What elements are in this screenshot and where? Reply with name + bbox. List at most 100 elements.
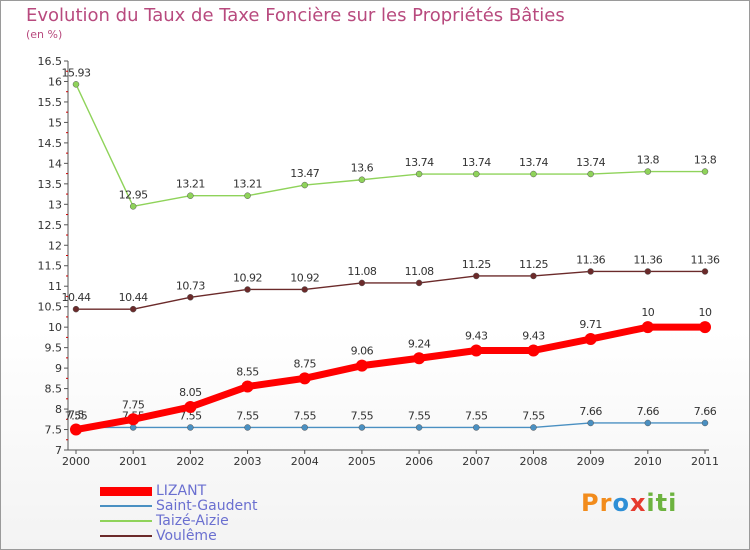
data-point-taiz-aizie (358, 176, 366, 183)
data-label-voul-me: 11.36 (691, 253, 720, 266)
data-point-voul-me (644, 268, 652, 275)
y-tick-label: 16 (48, 75, 62, 88)
data-label-saint-gaudent: 7.55 (408, 409, 431, 422)
data-point-voul-me (72, 305, 80, 313)
y-tick-label: 7.5 (45, 424, 63, 437)
data-label-voul-me: 11.08 (405, 265, 434, 278)
y-tick-label: 14.5 (38, 137, 63, 150)
data-label-saint-gaudent: 7.55 (465, 409, 488, 422)
data-label-saint-gaudent: 7.55 (522, 409, 545, 422)
logo-letter: x (629, 489, 647, 517)
data-label-taiz-aizie: 13.8 (694, 154, 717, 167)
data-point-taiz-aizie (187, 192, 194, 199)
data-point-saint-gaudent (701, 419, 709, 427)
data-point-taiz-aizie (473, 170, 480, 178)
data-label-lizant: 9.71 (579, 318, 602, 331)
legend-swatch-vouleme (100, 535, 152, 537)
series-line-voul-me (76, 270, 705, 310)
data-point-saint-gaudent (187, 424, 194, 431)
data-label-taiz-aizie: 13.6 (351, 162, 374, 175)
data-point-voul-me (129, 305, 137, 313)
y-tick-label: 12.5 (38, 219, 63, 232)
data-point-lizant (699, 321, 711, 334)
data-label-taiz-aizie: 13.21 (233, 178, 262, 191)
data-point-saint-gaudent (587, 419, 594, 427)
data-label-voul-me: 10.73 (176, 279, 205, 292)
data-label-voul-me: 11.25 (462, 258, 491, 271)
data-point-voul-me (587, 268, 594, 275)
data-point-taiz-aizie (129, 203, 137, 210)
y-tick-label: 8 (55, 403, 62, 416)
data-label-voul-me: 11.25 (519, 258, 548, 271)
data-point-voul-me (701, 268, 709, 275)
series-line-taiz-aizie (75, 84, 705, 208)
proxiti-logo: Proxiti (581, 489, 677, 517)
data-point-saint-gaudent (358, 424, 366, 431)
x-tick-label: 2003 (234, 455, 262, 468)
data-point-taiz-aizie (530, 170, 537, 178)
data-point-taiz-aizie (244, 192, 251, 199)
y-tick-label: 15 (48, 116, 62, 129)
x-tick-label: 2007 (462, 455, 490, 468)
data-label-voul-me: 10.44 (119, 291, 148, 304)
data-point-lizant (355, 359, 368, 372)
x-tick-label: 2006 (405, 455, 433, 468)
data-point-voul-me (358, 279, 366, 287)
data-label-saint-gaudent: 7.55 (179, 409, 202, 422)
data-point-lizant (413, 352, 426, 365)
y-tick-label: 13 (48, 198, 62, 211)
legend-label-taize-aizie: Taizé-Aizie (156, 513, 229, 529)
data-point-lizant (470, 344, 483, 357)
data-point-lizant (527, 344, 540, 357)
legend-swatch-saint-gaudent (100, 505, 152, 507)
legend-label-vouleme: Voulême (156, 528, 217, 544)
data-label-voul-me: 11.36 (633, 253, 662, 266)
logo-letter: i (668, 489, 678, 517)
data-label-taiz-aizie: 13.47 (290, 167, 319, 180)
y-tick-label: 12 (48, 239, 62, 252)
y-tick-label: 10.5 (38, 301, 63, 314)
y-tick-label: 10 (48, 321, 62, 334)
data-point-voul-me (415, 279, 423, 287)
data-label-taiz-aizie: 15.93 (62, 66, 91, 79)
data-label-taiz-aizie: 13.74 (576, 156, 605, 169)
data-label-saint-gaudent: 7.66 (694, 405, 717, 418)
data-point-saint-gaudent (473, 424, 480, 431)
data-point-voul-me (301, 286, 308, 293)
x-tick-label: 2005 (348, 455, 376, 468)
data-label-taiz-aizie: 13.8 (637, 154, 660, 167)
data-label-lizant: 8.05 (179, 386, 202, 399)
data-label-saint-gaudent: 7.66 (637, 405, 660, 418)
y-tick-label: 7 (55, 444, 62, 457)
data-label-saint-gaudent: 7.55 (236, 409, 259, 422)
legend-label-saint-gaudent: Saint-Gaudent (156, 498, 258, 514)
data-label-lizant: 9.43 (465, 329, 488, 342)
logo-letter: o (612, 489, 630, 517)
data-point-taiz-aizie (587, 170, 594, 178)
data-label-taiz-aizie: 13.74 (405, 156, 434, 169)
data-label-voul-me: 10.92 (233, 271, 262, 284)
data-point-voul-me (473, 272, 480, 280)
data-point-saint-gaudent (129, 424, 137, 431)
data-label-taiz-aizie: 13.74 (462, 156, 491, 169)
data-point-saint-gaudent (644, 419, 652, 427)
data-label-taiz-aizie: 12.95 (119, 188, 148, 201)
y-tick-label: 13.5 (38, 178, 63, 191)
data-label-saint-gaudent: 7.55 (65, 409, 88, 422)
legend-swatch-lizant (100, 487, 152, 496)
data-point-saint-gaudent (301, 424, 308, 431)
x-tick-label: 2009 (577, 455, 605, 468)
y-tick-label: 14 (48, 157, 62, 170)
data-label-lizant: 8.55 (236, 366, 259, 379)
data-label-saint-gaudent: 7.55 (351, 409, 374, 422)
data-point-lizant (641, 321, 654, 334)
y-tick-label: 11 (48, 280, 62, 293)
data-label-voul-me: 10.92 (290, 271, 319, 284)
data-point-taiz-aizie (701, 168, 709, 175)
x-tick-label: 2001 (119, 455, 147, 468)
data-label-lizant: 10 (641, 306, 654, 319)
data-point-lizant (584, 333, 597, 346)
data-label-voul-me: 11.36 (576, 253, 605, 266)
data-point-lizant (184, 401, 197, 414)
